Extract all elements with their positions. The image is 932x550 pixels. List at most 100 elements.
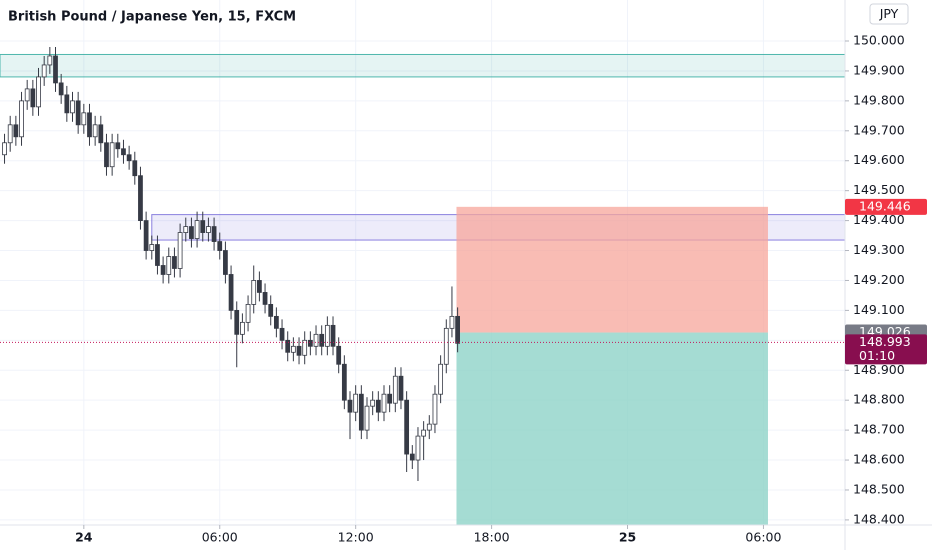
candle-body xyxy=(313,333,319,347)
candle-body xyxy=(2,142,7,156)
candle-body xyxy=(200,220,206,233)
candle-body xyxy=(421,429,427,437)
y-tick-label: 149.600 xyxy=(853,152,905,167)
candle-body xyxy=(155,244,160,266)
plot-area xyxy=(0,0,846,525)
candle-body xyxy=(75,100,81,126)
price-tag xyxy=(845,198,927,215)
candle-body xyxy=(41,64,47,78)
candle-body xyxy=(109,142,115,168)
y-tick-label: 148.500 xyxy=(853,481,905,496)
candle-body xyxy=(19,100,24,138)
x-tick-label: 06:00 xyxy=(202,530,238,545)
candle-body xyxy=(245,304,251,323)
candle-body xyxy=(228,274,234,311)
candle-body xyxy=(285,339,291,353)
candle-body xyxy=(392,375,398,404)
candle-body xyxy=(381,393,387,413)
price-tag-label: 149.446 xyxy=(859,198,911,213)
candle-body xyxy=(177,232,183,269)
y-tick-label: 149.900 xyxy=(853,62,905,77)
candle-body xyxy=(268,304,274,317)
candle-body xyxy=(217,241,223,251)
candle-body xyxy=(115,142,121,150)
y-tick-label: 149.700 xyxy=(853,122,905,137)
candle-body xyxy=(341,363,347,401)
candle-body xyxy=(370,399,376,407)
countdown-label: 01:10 xyxy=(859,348,895,363)
candle-body xyxy=(273,315,279,329)
currency-box[interactable] xyxy=(869,3,909,25)
candle-body xyxy=(319,333,325,347)
candle-body xyxy=(138,175,143,221)
candle-body xyxy=(92,124,98,138)
candle-body xyxy=(353,393,359,413)
candle-body xyxy=(149,244,155,251)
candle-body xyxy=(132,160,138,177)
candle-body xyxy=(409,453,415,461)
candle-body xyxy=(432,393,438,425)
candle-body xyxy=(251,280,257,305)
candle-body xyxy=(87,112,92,138)
stop-zone xyxy=(456,206,768,333)
candle-body xyxy=(307,339,313,347)
candle-body xyxy=(121,148,126,156)
candle-body xyxy=(172,256,177,269)
candle-body xyxy=(426,423,432,431)
candle-body xyxy=(194,220,200,239)
candle-body xyxy=(183,226,189,233)
candle-body xyxy=(30,88,36,108)
y-tick-label: 149.300 xyxy=(853,242,905,257)
candle-body xyxy=(189,226,194,239)
candle-body xyxy=(398,375,404,401)
candle-body xyxy=(24,88,30,102)
candle-body xyxy=(126,154,132,162)
candle-body xyxy=(234,309,240,335)
candle-body xyxy=(387,393,393,404)
candle-body xyxy=(240,321,245,335)
y-tick-label: 148.900 xyxy=(853,362,905,377)
candle-body xyxy=(324,324,330,347)
candle-body xyxy=(166,256,172,275)
x-tick-label: 06:00 xyxy=(745,530,781,545)
candle-body xyxy=(404,399,410,455)
candle-body xyxy=(449,315,455,329)
price-tag-label: 148.993 xyxy=(859,334,911,349)
x-tick-label: 25 xyxy=(619,530,636,545)
candle-body xyxy=(58,82,64,96)
candle-body xyxy=(104,142,109,168)
candle-body xyxy=(279,327,285,341)
candle-body xyxy=(13,124,19,138)
candle-body xyxy=(296,345,302,356)
candle-body xyxy=(438,363,444,395)
candle-body xyxy=(7,124,13,144)
candle-body xyxy=(415,435,421,461)
y-tick-label: 148.400 xyxy=(853,511,905,526)
candle-body xyxy=(64,94,70,114)
candle-body xyxy=(364,405,370,431)
candle-body xyxy=(336,345,342,365)
candle-body xyxy=(455,315,460,344)
zone xyxy=(0,53,846,78)
currency-label[interactable]: JPY xyxy=(879,6,899,21)
candle-body xyxy=(358,393,364,431)
x-tick-label: 24 xyxy=(75,530,93,545)
candle-body xyxy=(47,55,53,66)
candle-body xyxy=(443,327,449,365)
y-tick-label: 149.200 xyxy=(853,272,905,287)
x-tick-label: 18:00 xyxy=(474,530,510,545)
candle-body xyxy=(290,345,296,353)
price-tag xyxy=(845,334,927,365)
y-tick-label: 149.500 xyxy=(853,182,905,197)
candle-body xyxy=(160,265,166,275)
y-tick-label: 149.100 xyxy=(853,302,905,317)
y-tick-label: 150.000 xyxy=(853,33,905,48)
y-tick-label: 148.700 xyxy=(853,422,905,437)
candle-body xyxy=(211,226,217,242)
candle-body xyxy=(347,399,353,413)
candle-body xyxy=(36,76,41,108)
candle-body xyxy=(143,220,149,251)
y-tick-label: 148.600 xyxy=(853,452,905,467)
chart-title: British Pound / Japanese Yen, 15, FXCM xyxy=(8,10,296,25)
